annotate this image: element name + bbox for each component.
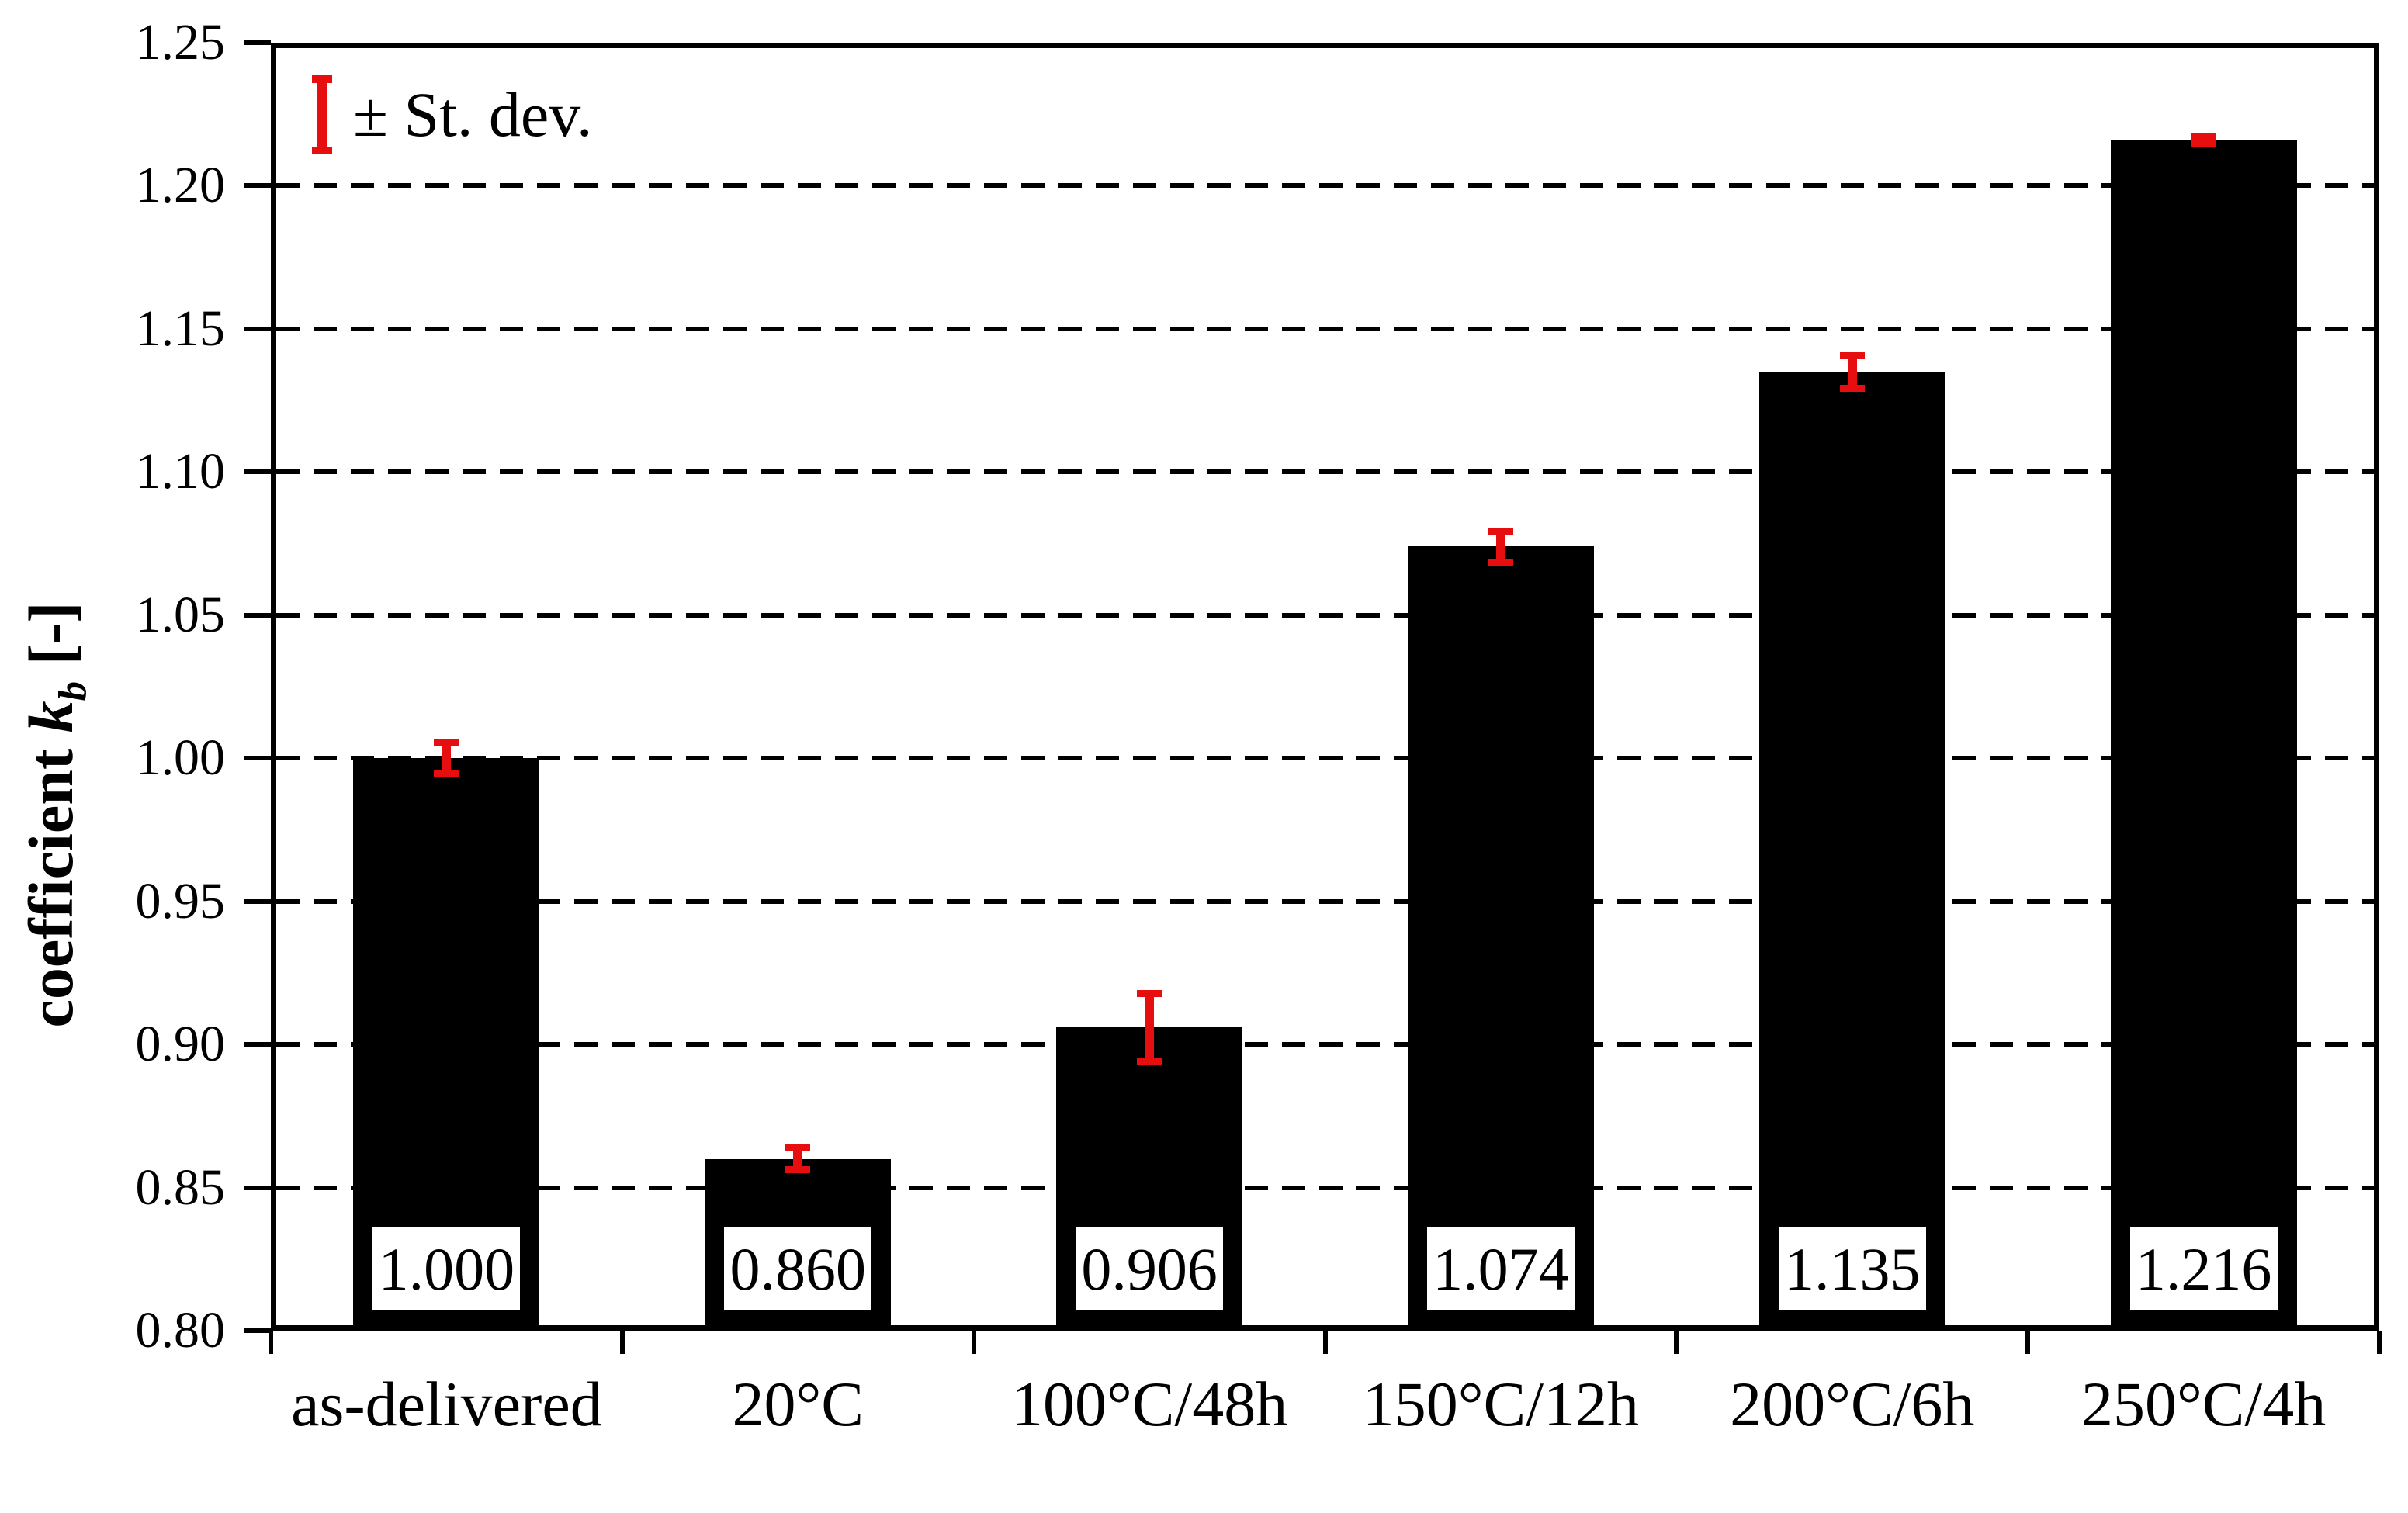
legend-icon-stem bbox=[317, 77, 327, 153]
y-gridline bbox=[276, 469, 2374, 475]
y-tick-label: 1.25 bbox=[135, 14, 226, 71]
x-axis-tick bbox=[269, 1331, 273, 1354]
error-bar-bottom-cap bbox=[1839, 384, 1865, 392]
error-bar-top-cap bbox=[785, 1144, 811, 1152]
error-bar bbox=[442, 742, 452, 775]
error-bar-top-cap bbox=[434, 739, 459, 746]
bar bbox=[1407, 546, 1594, 1331]
bar-chart-figure: coefficient kb [-] 1.000 0.860 0.906 1.074 1… bbox=[16, 14, 2382, 1439]
value-label: 0.860 bbox=[720, 1223, 876, 1314]
error-bar-bottom-cap bbox=[2191, 139, 2216, 147]
value-label: 0.906 bbox=[1072, 1223, 1228, 1314]
y-axis-tick bbox=[244, 1328, 271, 1333]
y-gridline bbox=[276, 898, 2374, 904]
error-bar-top-cap bbox=[1488, 527, 1513, 535]
value-label: 1.135 bbox=[1774, 1223, 1930, 1314]
y-axis-tick bbox=[244, 756, 271, 761]
y-axis-tick bbox=[244, 469, 271, 475]
x-category-label: 150°C/12h bbox=[1362, 1369, 1640, 1439]
y-gridline bbox=[276, 326, 2374, 331]
error-bar bbox=[793, 1148, 803, 1171]
y-tick-label: 0.80 bbox=[135, 1302, 226, 1359]
error-bar bbox=[1145, 993, 1155, 1061]
x-axis-tick bbox=[1322, 1331, 1328, 1354]
y-axis-tick bbox=[244, 898, 271, 904]
error-bar-top-cap bbox=[1137, 990, 1162, 998]
value-label: 1.074 bbox=[1422, 1223, 1578, 1314]
y-tick-label: 1.10 bbox=[135, 443, 226, 500]
y-axis-tick bbox=[244, 1042, 271, 1047]
plot-area: 1.000 0.860 0.906 1.074 1.135 1.216 bbox=[271, 43, 2379, 1331]
error-bar bbox=[1495, 530, 1505, 563]
x-category-label: 250°C/4h bbox=[2081, 1369, 2327, 1439]
x-category-label: 200°C/6h bbox=[1730, 1369, 1975, 1439]
x-axis-tick bbox=[971, 1331, 976, 1354]
y-axis-title-subscript: b bbox=[50, 680, 95, 701]
x-category-label: 100°C/48h bbox=[1010, 1369, 1288, 1439]
y-axis-title-symbol: k bbox=[16, 701, 86, 733]
error-bar-bottom-cap bbox=[434, 770, 459, 778]
error-bar-top-cap bbox=[1839, 351, 1865, 359]
y-tick-label: 0.85 bbox=[135, 1158, 226, 1216]
plot-frame bbox=[271, 43, 2379, 1331]
y-tick-label: 1.05 bbox=[135, 586, 226, 643]
y-axis-tick bbox=[244, 183, 271, 189]
x-axis-tick bbox=[619, 1331, 625, 1354]
error-bar-top-cap bbox=[2191, 133, 2216, 140]
bar bbox=[2110, 140, 2297, 1331]
error-bar-bottom-cap bbox=[1488, 558, 1513, 566]
y-tick-label: 1.00 bbox=[135, 729, 226, 787]
y-tick-label: 0.95 bbox=[135, 872, 226, 930]
y-tick-label: 0.90 bbox=[135, 1016, 226, 1073]
y-tick-label: 1.15 bbox=[135, 299, 226, 357]
legend-label: ± St. dev. bbox=[353, 79, 593, 150]
y-gridline bbox=[276, 183, 2374, 189]
y-gridline bbox=[276, 612, 2374, 618]
legend-icon-bottom-cap bbox=[312, 147, 332, 154]
y-axis-tick bbox=[244, 40, 271, 45]
y-tick-label: 1.20 bbox=[135, 157, 226, 214]
x-axis-tick bbox=[1674, 1331, 1679, 1354]
y-axis-tick bbox=[244, 612, 271, 618]
x-category-label: 20°C bbox=[732, 1369, 864, 1439]
error-bar bbox=[1847, 355, 1857, 389]
value-label: 1.216 bbox=[2126, 1223, 2282, 1314]
error-bar-bottom-cap bbox=[1137, 1057, 1162, 1065]
error-bar-legend-icon bbox=[312, 75, 332, 154]
y-gridline bbox=[276, 756, 2374, 761]
y-axis-tick bbox=[244, 326, 271, 331]
bar bbox=[1758, 372, 1945, 1331]
x-axis-tick bbox=[2025, 1331, 2031, 1354]
y-gridline bbox=[276, 1185, 2374, 1190]
y-axis-tick bbox=[244, 1185, 271, 1190]
x-category-label: as-delivered bbox=[291, 1369, 602, 1439]
y-gridline bbox=[276, 1042, 2374, 1047]
value-label: 1.000 bbox=[369, 1223, 525, 1314]
error-bar-bottom-cap bbox=[785, 1166, 811, 1174]
x-axis-tick bbox=[2377, 1331, 2382, 1354]
